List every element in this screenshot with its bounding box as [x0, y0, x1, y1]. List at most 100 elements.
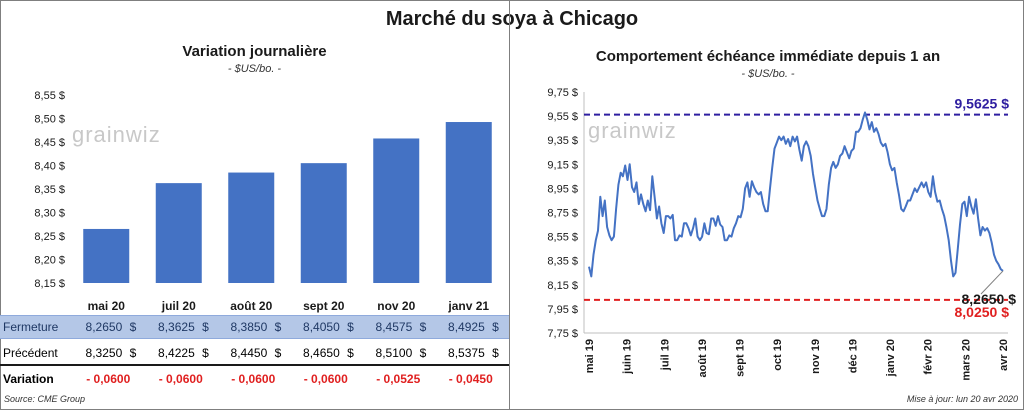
price-series-line	[588, 111, 1004, 278]
y-tick-label: 8,20 $	[34, 255, 65, 267]
cell-value: 8,4925	[448, 320, 485, 334]
table-cell: - 0,0600	[135, 372, 203, 386]
bar	[83, 228, 130, 283]
currency-symbol: $	[274, 346, 282, 360]
last-value-leader	[980, 270, 1004, 295]
high-reference-label: 9,5625 $	[955, 96, 1010, 112]
x-tick-label: mai 19	[584, 339, 596, 373]
x-tick-label: juin 19	[622, 339, 634, 375]
y-tick-label: 8,55 $	[34, 90, 65, 102]
table-cell: 8,4450 $	[213, 346, 282, 360]
cell-value: 8,3850	[230, 320, 268, 334]
table-cell: 8,4925 $	[431, 320, 499, 334]
y-tick-label: 8,35 $	[547, 256, 578, 268]
table-cell: - 0,0525	[352, 372, 420, 386]
table-cell: 8,4575 $	[358, 320, 427, 334]
table-row: Fermeture 8,2650 $8,3625 $8,3850 $8,4050 $8,4…	[0, 315, 509, 339]
x-tick-label: août 19	[697, 339, 709, 378]
bar	[228, 172, 275, 283]
y-tick-label: 8,45 $	[34, 137, 65, 149]
x-category-label: mai 20	[88, 299, 126, 313]
y-tick-label: 7,75 $	[547, 328, 578, 340]
cell-value: 8,3625	[158, 320, 195, 334]
cell-value: - 0,0600	[158, 372, 203, 386]
y-tick-label: 8,15 $	[34, 278, 65, 290]
cell-value: 8,5375	[448, 346, 485, 360]
grainwiz-logo-left: grainwiz	[72, 122, 161, 147]
cell-value: - 0,0450	[448, 372, 493, 386]
y-tick-label: 8,95 $	[547, 183, 578, 195]
cell-value: 8,4050	[303, 320, 340, 334]
bar	[373, 138, 420, 283]
row-label: Fermeture	[3, 320, 59, 334]
table-cell: - 0,0600	[207, 372, 275, 386]
currency-symbol: $	[347, 320, 354, 334]
x-tick-label: déc 19	[847, 339, 859, 373]
table-cell: 8,4650 $	[286, 346, 354, 360]
table-cell: 8,3625 $	[141, 320, 209, 334]
currency-symbol: $	[492, 320, 499, 334]
x-tick-label: mars 20	[960, 339, 972, 381]
cell-value: 8,4450	[230, 346, 268, 360]
currency-symbol: $	[129, 346, 137, 360]
table-cell: 8,3850 $	[213, 320, 282, 334]
currency-symbol: $	[129, 320, 137, 334]
table-cell: - 0,0600	[280, 372, 348, 386]
cell-value: 8,5100	[375, 346, 413, 360]
x-category-label: sept 20	[303, 299, 345, 313]
table-cell: 8,5100 $	[358, 346, 427, 360]
cell-value: - 0,0600	[303, 372, 348, 386]
y-tick-label: 8,30 $	[34, 208, 65, 220]
panel-divider	[509, 0, 510, 410]
right-panel-subtitle: - $US/bo. -	[741, 68, 795, 80]
right-panel-title: Comportement échéance immédiate depuis 1…	[595, 48, 941, 65]
cell-value: - 0,0600	[86, 372, 131, 386]
x-tick-label: juil 19	[659, 339, 671, 371]
update-note: Mise à jour: lun 20 avr 2020	[906, 394, 1018, 404]
low-reference-label: 8,0250 $	[955, 304, 1010, 320]
row-label: Précédent	[3, 346, 58, 360]
bar-chart: 8,15 $ 8,20 $ 8,25 $ 8,30 $ 8,35 $ 8,40 $ 8,45…	[34, 90, 492, 313]
cell-value: 8,2650	[85, 320, 123, 334]
x-category-label: janv 21	[447, 299, 489, 313]
bar	[300, 163, 347, 283]
y-tick-label: 9,35 $	[547, 135, 578, 147]
currency-symbol: $	[419, 320, 427, 334]
left-panel-title: Variation journalière	[182, 43, 327, 60]
table-cell: 8,5375 $	[431, 346, 499, 360]
currency-symbol: $	[492, 346, 499, 360]
y-tick-label: 8,15 $	[547, 280, 578, 292]
currency-symbol: $	[274, 320, 282, 334]
currency-symbol: $	[347, 346, 354, 360]
grainwiz-logo-right: grainwiz	[588, 118, 677, 143]
source-note: Source: CME Group	[4, 394, 86, 404]
page-title: Marché du soya à Chicago	[385, 8, 639, 30]
currency-symbol: $	[202, 346, 209, 360]
y-tick-label: 8,50 $	[34, 114, 65, 126]
x-tick-label: févr 20	[923, 339, 935, 374]
x-tick-label: oct 19	[772, 339, 784, 371]
bar	[445, 122, 492, 284]
y-tick-label: 8,40 $	[34, 161, 65, 173]
y-tick-label: 8,55 $	[547, 232, 578, 244]
currency-symbol: $	[202, 320, 209, 334]
x-tick-label: nov 19	[810, 339, 822, 374]
bar	[155, 183, 202, 283]
y-tick-label: 9,15 $	[547, 159, 578, 171]
left-panel-subtitle: - $US/bo. -	[227, 63, 282, 75]
table-cell: 8,2650 $	[68, 320, 137, 334]
x-category-label: juil 20	[161, 299, 196, 313]
table-cell: - 0,0600	[62, 372, 130, 386]
cell-value: - 0,0525	[376, 372, 421, 386]
table-row: Précédent 8,3250 $ 8,4225 $ 8,4450 $8,4650 $8,5…	[0, 342, 509, 366]
cell-value: - 0,0600	[231, 372, 276, 386]
table-cell: 8,4225 $	[141, 346, 209, 360]
table-cell: 8,4050 $	[286, 320, 354, 334]
y-tick-label: 8,25 $	[34, 231, 65, 243]
cell-value: 8,4650	[303, 346, 340, 360]
last-value-label: 8,2650 $	[962, 291, 1017, 307]
y-tick-label: 8,35 $	[34, 184, 65, 196]
x-tick-label: janv 20	[885, 339, 897, 377]
x-category-label: août 20	[230, 299, 272, 313]
table-cell: 8,3250 $	[68, 346, 137, 360]
